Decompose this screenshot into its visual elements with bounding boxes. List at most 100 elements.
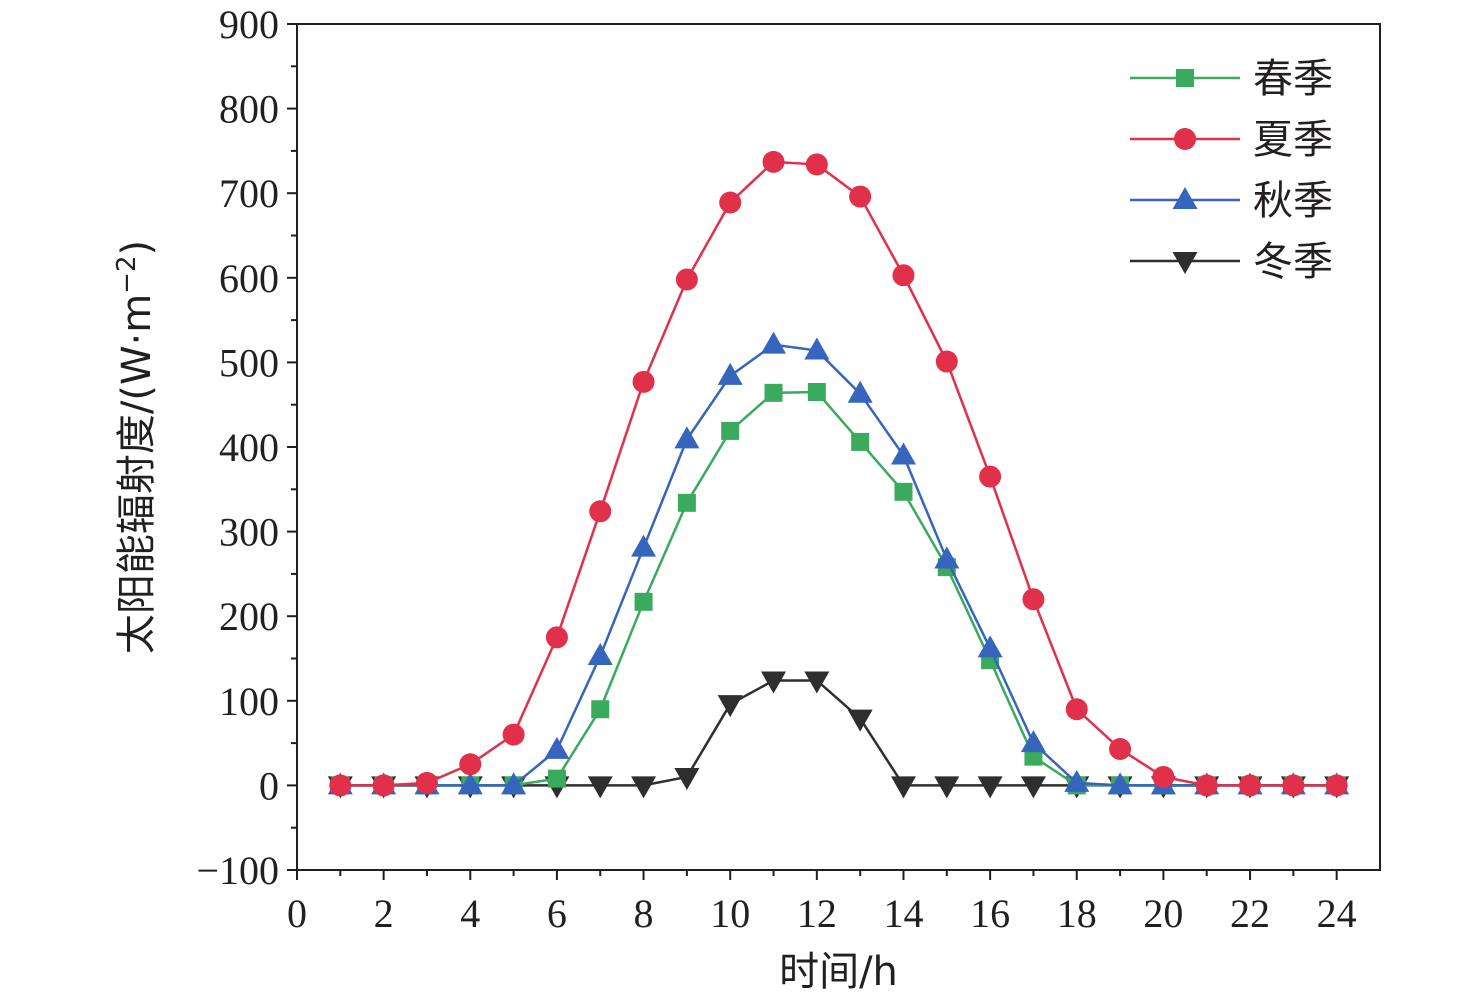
legend-marker — [1172, 252, 1198, 274]
data-point — [545, 626, 568, 649]
data-point — [591, 700, 610, 719]
data-point — [1024, 747, 1043, 766]
data-point — [632, 370, 655, 393]
data-point — [1022, 588, 1045, 611]
data-point — [890, 776, 916, 799]
y-tick-label: 500 — [219, 340, 279, 385]
legend-label: 春季 — [1253, 56, 1333, 102]
legend-label: 夏季 — [1253, 117, 1333, 163]
data-point — [589, 500, 612, 523]
data-point — [547, 769, 566, 788]
data-point — [1152, 765, 1175, 788]
data-point — [544, 736, 570, 759]
data-point — [934, 776, 960, 799]
legend-marker — [1172, 187, 1198, 209]
series-square — [331, 383, 1346, 795]
y-axis-title-superscript: −2 — [112, 255, 142, 293]
x-tick-label: 2 — [374, 891, 394, 936]
series-line — [340, 390, 1337, 787]
data-point — [587, 642, 613, 665]
data-point — [762, 150, 785, 173]
data-point — [1239, 774, 1262, 797]
legend-item: 冬季 — [1130, 239, 1333, 285]
legend-item: 夏季 — [1130, 117, 1333, 163]
data-point — [587, 776, 613, 799]
data-point — [1282, 774, 1305, 797]
y-tick-label: 200 — [219, 594, 279, 639]
data-point — [372, 774, 395, 797]
x-tick-label: 20 — [1143, 891, 1183, 936]
data-point — [847, 709, 873, 732]
x-tick-label: 18 — [1057, 891, 1097, 936]
data-point — [849, 185, 872, 208]
legend-marker — [1174, 128, 1196, 150]
data-point — [977, 635, 1003, 658]
data-point — [1109, 738, 1132, 761]
y-tick-label: 100 — [219, 679, 279, 724]
data-point — [1020, 776, 1046, 799]
y-tick-label: 0 — [259, 763, 279, 808]
data-point — [501, 772, 527, 795]
data-point — [979, 465, 1002, 488]
data-point — [805, 153, 828, 176]
legend-label: 冬季 — [1253, 239, 1333, 285]
data-point — [717, 362, 743, 385]
data-point — [719, 191, 742, 214]
x-tick-label: 0 — [287, 891, 307, 936]
data-point — [721, 421, 740, 440]
y-tick-label: 900 — [219, 2, 279, 47]
data-point — [934, 546, 960, 569]
data-point — [892, 264, 915, 287]
data-point — [1195, 774, 1218, 797]
x-tick-label: 22 — [1230, 891, 1270, 936]
data-point — [459, 753, 482, 776]
y-tick-label: 800 — [219, 87, 279, 132]
data-point — [804, 671, 830, 694]
series-line — [340, 343, 1337, 787]
y-tick-label: 600 — [219, 256, 279, 301]
data-point — [807, 383, 826, 402]
data-point — [631, 534, 657, 557]
data-point — [894, 482, 913, 501]
legend-item: 春季 — [1130, 56, 1333, 102]
y-axis-title-main: 太阳能辐射度/(W·m — [114, 294, 160, 654]
data-point — [804, 337, 830, 360]
data-point — [329, 774, 352, 797]
data-point — [977, 776, 1003, 799]
data-point — [631, 776, 657, 799]
y-tick-label: 300 — [219, 510, 279, 555]
x-tick-label: 6 — [547, 891, 567, 936]
series-triangle-up — [327, 331, 1350, 795]
plot-frame — [296, 23, 1381, 871]
legend-label: 秋季 — [1253, 178, 1333, 224]
data-point — [764, 383, 783, 402]
y-axis-title: 太阳能辐射度/(W·m−2) — [112, 240, 160, 654]
data-point — [634, 592, 653, 611]
data-point — [1107, 772, 1133, 795]
x-tick-label: 10 — [710, 891, 750, 936]
legend-marker — [1176, 69, 1194, 87]
data-point — [935, 350, 958, 373]
x-tick-label: 16 — [970, 891, 1010, 936]
y-tick-label: −100 — [196, 848, 279, 893]
data-point — [1065, 698, 1088, 721]
data-point — [890, 442, 916, 465]
x-tick-label: 8 — [634, 891, 654, 936]
series-circle — [329, 150, 1348, 797]
series-layer — [327, 150, 1350, 799]
x-axis-title: 时间/h — [779, 949, 898, 995]
y-axis: −100 0 100 200 300 400 500 600 700 800 900 — [196, 2, 297, 893]
data-point — [415, 771, 438, 794]
data-point — [761, 331, 787, 354]
data-point — [1020, 730, 1046, 753]
data-point — [675, 268, 698, 291]
data-point — [674, 426, 700, 449]
x-tick-label: 24 — [1317, 891, 1357, 936]
data-point — [457, 772, 483, 795]
x-tick-label: 4 — [460, 891, 480, 936]
data-point — [847, 380, 873, 403]
data-point — [717, 695, 743, 718]
data-point — [502, 723, 525, 746]
